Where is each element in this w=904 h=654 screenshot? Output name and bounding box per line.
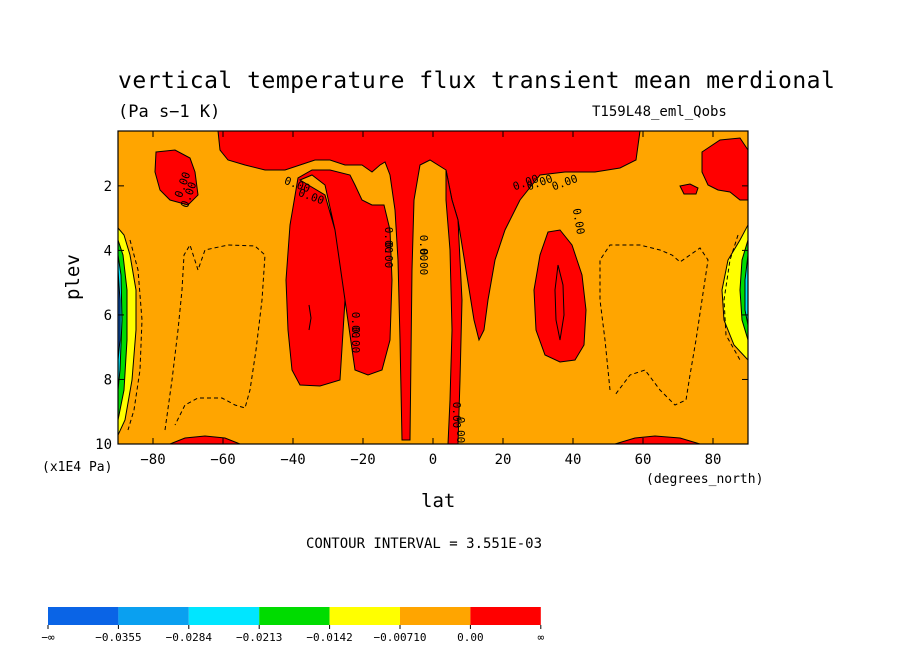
field-background (118, 131, 748, 444)
units-label: (Pa s−1 K) (118, 102, 221, 122)
contour-label: 0.00 (349, 312, 362, 339)
contour-line-negative-nh-inner (723, 234, 741, 361)
colorbar-swatch (48, 607, 119, 625)
contour-line-negative-sh (164, 243, 266, 431)
y-unit-label: (x1E4 Pa) (42, 460, 113, 475)
colorbar-label: 0.00 (457, 631, 484, 644)
y-tick-label: 8 (104, 372, 112, 388)
field-region-positive-nh-blob (533, 229, 587, 363)
colorbar-swatch (470, 607, 541, 625)
colorbar-swatch (400, 607, 471, 625)
contour-label: 0.00 (382, 227, 395, 254)
field-region-negative-nh-yellow (721, 224, 748, 361)
y-axis: 2 4 6 8 10 (95, 179, 748, 453)
plot-area (118, 131, 748, 444)
y-tick-label: 6 (104, 308, 112, 324)
x-axis-label: lat (421, 490, 456, 512)
x-tick-label: 0 (429, 452, 437, 468)
contour-interval-label: CONTOUR INTERVAL = 3.551E-03 (306, 536, 543, 552)
x-axis: −80 −60 −40 −20 0 20 40 60 80 (140, 131, 721, 468)
colorbar-swatch (259, 607, 330, 625)
chart-title: vertical temperature flux transient mean… (118, 68, 836, 94)
colorbar-label: −0.0284 (166, 631, 213, 644)
field-region-positive-equator (445, 169, 463, 444)
colorbar-label: ∞ (537, 631, 544, 644)
colorbar-swatch (188, 607, 260, 625)
contour-label: 0.00 (454, 417, 467, 444)
contour-label: 0.00 (417, 235, 430, 262)
contour-line-positive-nh-inner (554, 264, 565, 341)
y-tick-label: 10 (95, 437, 112, 453)
field-region-positive-patch-nh (701, 137, 748, 201)
contour-label: 0.00 (382, 242, 395, 269)
contour-line-negative-sh-inner (127, 239, 143, 431)
y-tick-label: 2 (104, 179, 112, 195)
field-region-negative-nh-cyan (744, 254, 748, 326)
x-tick-label: −80 (140, 452, 165, 468)
field-region-positive-top (217, 131, 641, 441)
x-tick-label: 40 (565, 452, 582, 468)
colorbar-label: −0.00710 (374, 631, 427, 644)
dataset-label: T159L48_eml_Qobs (592, 104, 727, 120)
colorbar-swatch (118, 607, 189, 625)
colorbar-swatch (329, 607, 400, 625)
contour-label: 0.00 (349, 327, 362, 354)
colorbar-label: −0.0355 (95, 631, 141, 644)
colorbar-label: −0.0213 (236, 631, 282, 644)
field-region-positive-bottom-nh (614, 435, 701, 444)
x-tick-label: −60 (210, 452, 235, 468)
field-region-positive-patch-nh-small (679, 183, 699, 195)
contour-label: 0.00 (570, 207, 587, 235)
colorbar-label: −0.0142 (306, 631, 352, 644)
contour-label: 0.00 (450, 402, 463, 429)
x-tick-label: 80 (705, 452, 722, 468)
x-tick-label: −20 (350, 452, 375, 468)
colorbar-label: −∞ (41, 631, 55, 644)
contour-label: 0.00 (417, 249, 430, 276)
x-tick-label: 60 (635, 452, 652, 468)
x-unit-label: (degrees_north) (646, 472, 764, 487)
colorbar: −∞ −0.0355 −0.0284 −0.0213 −0.0142 −0.00710 0.… (41, 607, 544, 644)
field-region-positive-patch-sh (154, 149, 199, 206)
y-tick-label: 4 (104, 243, 112, 259)
contour-line-negative-eq (308, 304, 312, 331)
contour-line-negative-nh (599, 244, 709, 406)
x-tick-label: 20 (495, 452, 512, 468)
field-region-positive-sh-column (285, 169, 393, 387)
x-tick-label: −40 (280, 452, 305, 468)
